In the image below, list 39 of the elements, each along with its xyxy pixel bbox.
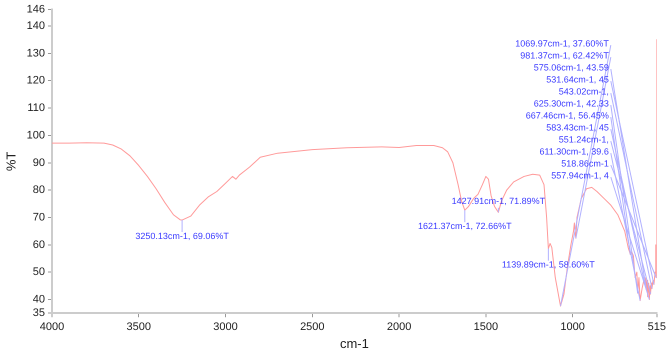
annotation: 575.06cm-1, 43.59 xyxy=(534,62,609,73)
y-tick-label: 120 xyxy=(26,74,45,87)
y-tick-label: 90 xyxy=(32,156,45,169)
annotation: 1427.91cm-1, 71.89%T xyxy=(452,196,546,206)
y-tick-label: 110 xyxy=(27,102,45,114)
annotation: 981.37cm-1, 62.42%T xyxy=(520,50,610,61)
y-tick-label: 70 xyxy=(32,212,45,224)
annotation: 625.30cm-1, 42.33 xyxy=(534,98,609,109)
y-axis-title: %T xyxy=(3,152,18,172)
y-tick-label: 140 xyxy=(26,20,45,32)
x-tick-label: 4000 xyxy=(40,320,64,333)
x-tick-label: 1500 xyxy=(474,320,498,333)
y-tick-label: 50 xyxy=(32,266,45,278)
annotation: 3250.13cm-1, 69.06%T xyxy=(135,231,230,242)
annotation: 1069.97cm-1, 37.60%T xyxy=(515,38,610,49)
annotation: 531.64cm-1, 45 xyxy=(546,74,609,85)
annotation: 551.24cm-1, xyxy=(558,134,609,145)
x-tick-label: 2500 xyxy=(300,320,325,333)
annotation: 518.86cm-1 xyxy=(561,158,609,169)
x-tick-label: 3500 xyxy=(126,320,151,333)
x-tick-label: 515 xyxy=(648,320,666,333)
annotation: 1139.89cm-1, 58.60%T xyxy=(502,260,596,270)
y-tick-label: 80 xyxy=(32,184,45,196)
annotation: 557.94cm-1, 4 xyxy=(551,170,609,181)
annotation: 543.02cm-1, xyxy=(558,86,609,97)
x-tick-label: 1000 xyxy=(560,320,585,333)
annotation: 583.43cm-1, 45 xyxy=(546,122,609,133)
annotation: 611.30cm-1, 39.6 xyxy=(539,146,609,157)
annotation: 1621.37cm-1, 72.66%T xyxy=(418,221,512,232)
y-tick-label: 40 xyxy=(32,294,45,306)
annotation: 667.46cm-1, 56.45% xyxy=(526,110,609,121)
y-tick-label: 100 xyxy=(26,129,45,142)
y-tick-label: 146 xyxy=(26,4,45,16)
y-tick-label: 130 xyxy=(26,47,45,60)
y-tick-label: 35 xyxy=(32,307,45,320)
y-tick-label: 60 xyxy=(32,238,45,251)
x-tick-label: 3000 xyxy=(213,320,238,333)
x-tick-label: 2000 xyxy=(386,320,412,333)
x-axis-title: cm-1 xyxy=(340,336,369,351)
